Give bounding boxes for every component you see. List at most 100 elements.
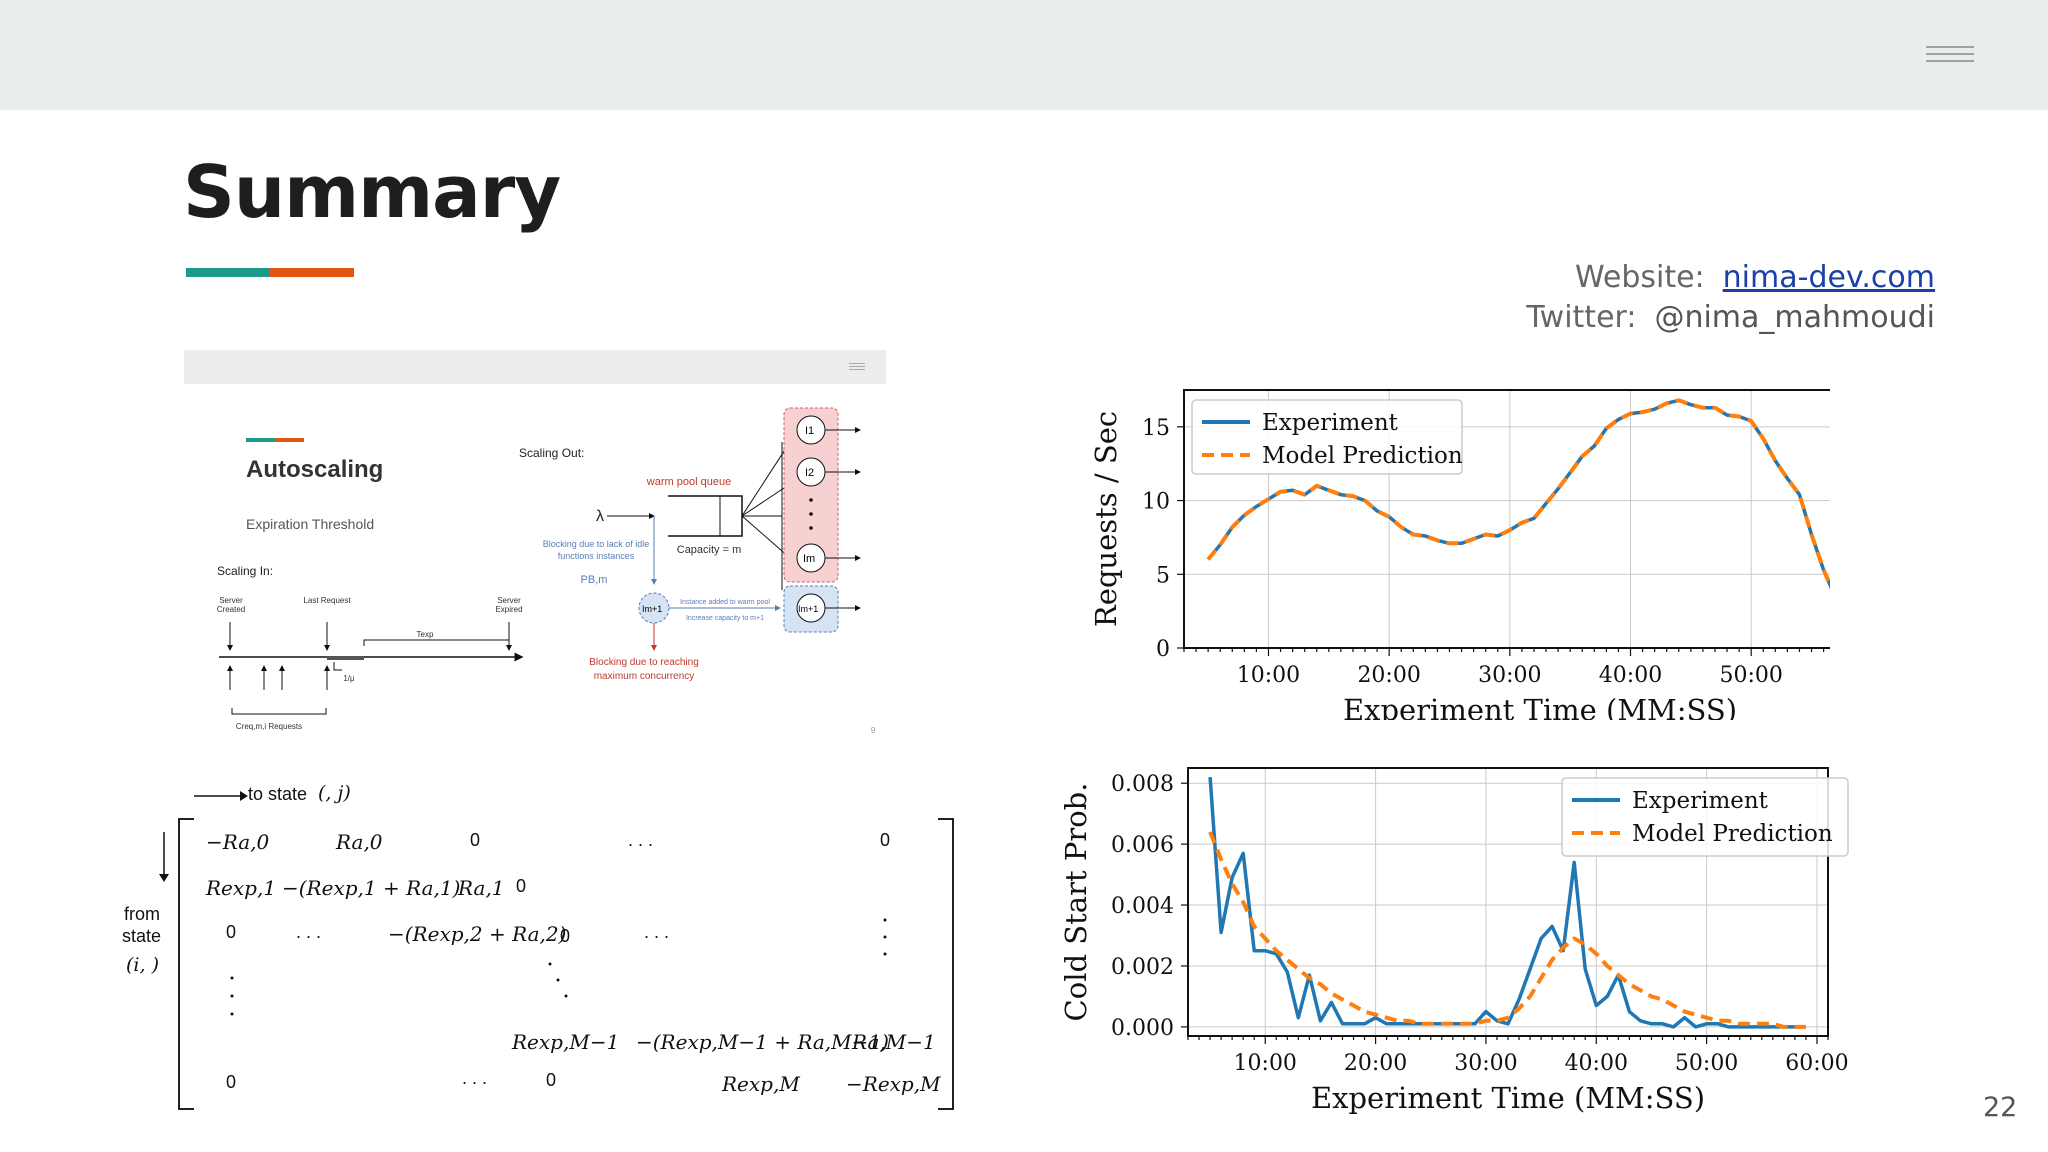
series-line-experiment <box>1208 776 1806 1029</box>
legend-box <box>1561 777 1849 857</box>
y-tick-label: 5 <box>1156 563 1170 588</box>
matrix-cell: . . . <box>644 922 670 942</box>
blocking-lack-label: Blocking due to lack of idle functions i… <box>542 539 650 561</box>
twitter-handle: @nima_mahmoudi <box>1654 300 1935 335</box>
plot-frame <box>1187 767 1829 1037</box>
autoscaling-slide-thumbnail: Autoscaling Expiration Threshold Scaling… <box>184 350 886 746</box>
matrix-cell: −Rexp,M <box>846 1072 941 1096</box>
scaling-out-label: Scaling Out: <box>519 446 585 460</box>
legend-box <box>1191 399 1463 475</box>
slide-header-bar <box>0 0 2048 110</box>
matrix-cell: −(Rexp,M−1 + Ra,M−1) <box>636 1030 889 1054</box>
increase-capacity-label: Increase capacity to m+1 <box>685 615 764 622</box>
page-number: 22 <box>1983 1092 2018 1123</box>
x-tick-label: 10:00 <box>1237 663 1300 688</box>
legend-label: Experiment <box>1262 410 1399 436</box>
matrix-cell: Ra,M−1 <box>852 1030 936 1054</box>
instance-added-circle-label: Im+1 <box>642 604 662 614</box>
contact-info: Website: nima-dev.com Twitter: @nima_mahmo… <box>1526 258 1935 338</box>
plot-frame <box>1183 389 1830 649</box>
matrix-cell: 0 <box>560 926 571 946</box>
thumbnail-accent-bar <box>246 438 304 442</box>
x-tick-label: 20:00 <box>1357 663 1420 688</box>
x-tick-label: 40:00 <box>1599 663 1662 688</box>
matrix-cell: . . . <box>462 1068 488 1088</box>
capacity-label: Capacity = m <box>676 544 742 556</box>
y-tick-label: 0.004 <box>1111 894 1174 919</box>
lambda-label: λ <box>596 508 604 525</box>
matrix-cell: −(Rexp,1 + Ra,1) <box>282 876 461 900</box>
matrix-cell: −Ra,0 <box>206 830 270 854</box>
x-tick-label: 10:00 <box>1234 1051 1297 1076</box>
matrix-cell: Ra,0 <box>336 830 383 854</box>
x-tick-label: 60:00 <box>1785 1051 1848 1076</box>
matrix-cell: Ra,1 <box>458 876 505 900</box>
thumbnail-diagram: I1 I2 Im Im+1 Im+1 <box>219 407 861 715</box>
one-over-mu-label: 1/μ <box>343 674 355 683</box>
website-link[interactable]: nima-dev.com <box>1722 260 1935 295</box>
website-label: Website: <box>1574 260 1705 295</box>
thumbnail-subtitle: Expiration Threshold <box>246 516 375 532</box>
instance-added-label: Instance added to warm pool <box>680 599 770 606</box>
twitter-label: Twitter: <box>1526 300 1637 335</box>
legend-label: Model Prediction <box>1632 821 1833 847</box>
thumbnail-page-number: 9 <box>870 726 876 735</box>
series-line-model-prediction <box>1208 831 1806 1029</box>
legend-label: Experiment <box>1632 788 1769 814</box>
requests-count-label: Creq,m,i Requests <box>235 722 303 731</box>
warm-pool-queue-label: warm pool queue <box>646 476 732 488</box>
matrix-cell: 0 <box>546 1070 557 1090</box>
from-state-index: (i, ) <box>126 954 159 976</box>
x-tick-label: 30:00 <box>1478 663 1541 688</box>
y-tick-label: 0.008 <box>1111 772 1174 797</box>
matrix-cell: −(Rexp,2 + Ra,2) <box>388 922 567 946</box>
matrix-ellipsis-dots <box>230 918 887 1016</box>
last-request-label: Last Request <box>303 596 351 605</box>
matrix-cell: 0 <box>516 876 527 896</box>
instance-1-label: I1 <box>805 425 814 437</box>
y-tick-label: 15 <box>1142 416 1170 441</box>
menu-icon[interactable] <box>1926 46 1974 64</box>
to-state-index: (, j) <box>318 782 351 804</box>
y-tick-label: 0.006 <box>1111 833 1174 858</box>
from-state-label-line1: from <box>124 904 160 924</box>
matrix-cell: Rexp,1 <box>206 876 277 900</box>
slide-title: Summary <box>183 150 561 234</box>
y-axis-label: Cold Start Prob. <box>1059 783 1093 1022</box>
matrix-cell: 0 <box>470 830 481 850</box>
cold-start-probability-chart: 10:00 20:00 30:00 40:00 50:00 60:00 0.000 0.002… <box>1059 767 1849 1115</box>
matrix-cell: Rexp,M−1 <box>512 1030 620 1054</box>
blocking-max-label: Blocking due to reaching maximum concurr… <box>589 657 699 682</box>
title-accent-bar <box>186 268 354 277</box>
requests-per-sec-chart: 10:0020:0030:0040:0050:0060:00051015Expe… <box>1089 389 1830 720</box>
instance-2-label: I2 <box>805 467 814 479</box>
matrix-cell: Rexp,M <box>722 1072 800 1096</box>
thumbnail-title: Autoscaling <box>246 456 384 483</box>
y-tick-label: 0.000 <box>1111 1016 1174 1041</box>
y-tick-label: 0.002 <box>1111 955 1174 980</box>
x-axis-label: Experiment Time (MM:SS) <box>1311 1081 1705 1115</box>
matrix-cell: 0 <box>226 1072 237 1092</box>
thumbnail-header-bar <box>184 350 886 384</box>
to-state-arrow-icon <box>194 791 248 801</box>
x-axis-label: Experiment Time (MM:SS) <box>1343 693 1737 720</box>
y-tick-label: 10 <box>1142 490 1170 515</box>
x-tick-label: 40:00 <box>1565 1051 1628 1076</box>
y-axis-label: Requests / Sec <box>1089 411 1123 627</box>
from-state-arrow-icon <box>159 832 169 882</box>
x-tick-label: 50:00 <box>1675 1051 1738 1076</box>
t-exp-label: Texp <box>416 630 434 639</box>
series-line-model-prediction <box>1206 398 1830 590</box>
x-tick-label: 50:00 <box>1719 663 1782 688</box>
scaling-in-label: Scaling In: <box>217 564 274 578</box>
matrix-right-bracket <box>938 818 954 1110</box>
y-tick-label: 0 <box>1156 637 1170 662</box>
from-state-label-line2: state <box>122 926 162 946</box>
matrix-cell: . . . <box>628 830 654 850</box>
x-tick-label: 30:00 <box>1454 1051 1517 1076</box>
instance-m-label: Im <box>803 553 815 565</box>
to-state-label: to state <box>248 784 308 804</box>
matrix-cell: 0 <box>880 830 891 850</box>
thumbnail-menu-icon <box>849 363 865 371</box>
blocking-probability-label: PB,m <box>580 574 608 586</box>
